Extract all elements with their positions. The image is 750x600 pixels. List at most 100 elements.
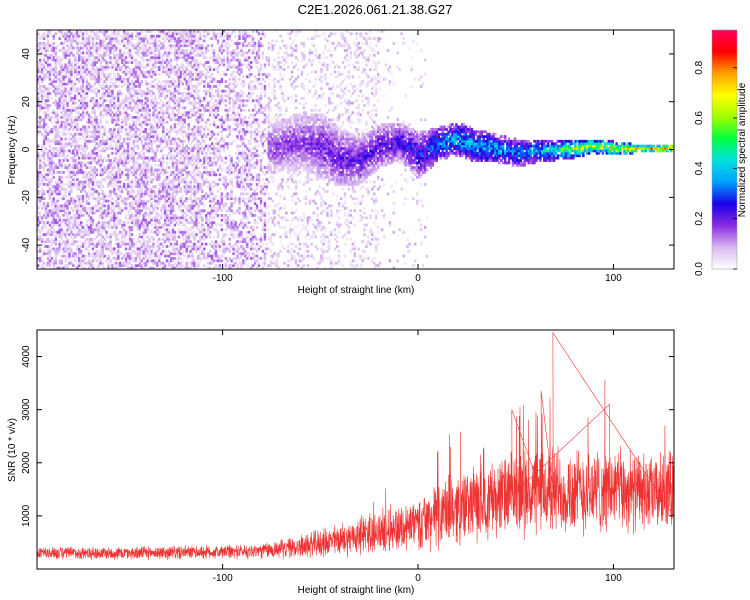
spectrogram-cell [210,49,214,52]
spectrogram-cell [160,99,163,103]
spectrogram-cell [138,75,141,79]
spectrogram-cell [207,254,210,258]
spectrogram-cell [132,171,136,174]
spectrogram-cell [60,96,63,100]
spectrogram-cell [169,209,173,213]
spectrogram-cell [150,68,153,71]
spectrogram-cell [56,180,59,184]
spectrogram-cell [156,46,159,50]
spectrogram-cell [171,32,175,36]
spectrogram-cell [81,70,85,74]
spectrogram-cell [187,266,190,269]
spectrogram-cell [167,116,171,119]
spectrogram-cell [113,257,116,260]
spectrogram-cell [105,199,108,203]
spectrogram-cell [185,264,188,267]
spectrogram-cell [85,194,89,198]
spectrogram-cell [85,233,89,236]
spectrogram-cell [162,237,165,241]
spectrogram-cell [132,237,136,241]
spectrogram-cell [150,211,153,215]
spectrogram-cell [203,183,206,186]
spectrogram-cell [199,30,202,33]
spectrogram-cell [119,135,122,138]
spectrogram-cell [78,197,81,201]
spectrogram-cell [83,163,87,167]
spectrogram-cell [113,113,116,117]
spectrogram-cell [197,65,200,69]
spectrogram-cell [130,237,134,241]
spectrogram-cell [142,180,145,184]
spectrogram-cell [197,168,200,172]
spectrogram-cell [119,161,122,165]
spectrogram-cell [162,180,165,184]
spectrogram-cell [50,199,54,203]
spectrogram-cell [109,89,112,93]
spectrogram-cell [124,96,128,100]
spectrogram-cell [85,128,89,131]
spectrogram-cell [48,154,52,158]
spectrogram-cell [95,228,98,232]
spectrogram-cell [119,185,122,189]
spectrogram-cell [169,128,173,131]
spectrogram-cell [44,206,48,210]
spectrogram-cell [97,249,100,253]
spectrogram-cell [44,34,48,38]
spectrogram-cell [146,37,149,40]
spectrogram-cell [134,58,138,62]
spectrogram-cell [52,139,55,143]
spectrogram-cell [160,137,163,141]
spectrogram-cell [60,42,63,45]
spectrogram-cell [76,163,79,167]
spectrogram-cell [144,96,147,100]
spectrogram-cell [119,218,122,222]
spectrogram-cell [74,137,77,141]
spectrogram-cell [158,118,161,122]
spectrogram-cell [87,206,91,210]
spectrogram-cell [93,204,97,208]
spectrogram-cell [203,73,206,76]
spectrogram-cell [171,166,175,169]
spectrogram-cell [128,42,132,45]
spectrogram-cell [70,63,73,67]
spectrogram-cell [68,30,71,33]
spectrogram-cell [66,113,69,117]
spectrogram-cell [91,51,95,55]
spectrogram-cell [37,82,40,86]
spectrogram-cell [91,242,95,246]
spectrogram-cell [44,44,48,48]
spectrogram-cell [111,39,114,43]
spectrogram-cell [136,247,140,251]
spectrogram-cell [74,202,77,205]
spectrogram-cell [181,173,184,177]
spectrogram-cell [99,173,102,177]
spectrogram-cell [189,37,192,40]
spectrogram-cell [173,249,177,253]
spectrogram-cell [85,178,89,181]
spectrogram-cell [117,75,120,79]
spectrogram-cell [78,132,81,136]
spectrogram-cell [179,37,182,40]
spectrogram-cell [209,144,212,148]
spectrogram-cell [68,46,71,50]
spectrogram-cell [175,73,179,76]
spectrogram-cell [101,96,104,100]
spectrogram-cell [48,144,52,148]
spectrogram-cell [81,161,85,165]
spectrogram-cell [95,180,98,184]
spectrogram-cell [205,242,208,246]
spectrogram-cell [68,171,71,174]
spectrogram-cell [39,159,42,162]
spectrogram-cell [54,51,57,55]
spectrogram-cell [109,51,112,55]
spectrogram-cell [205,151,208,155]
spectrogram-cell [66,199,69,203]
spectrogram-cell [46,237,50,241]
spectrogram-cell [140,30,143,33]
spectrogram-cell [158,125,161,129]
spectrogram-cell [152,51,155,55]
spectrogram-cell [183,180,186,184]
spectrogram-cell [156,221,159,224]
spectrogram-cell [179,99,182,103]
spectrogram-cell [76,89,79,93]
